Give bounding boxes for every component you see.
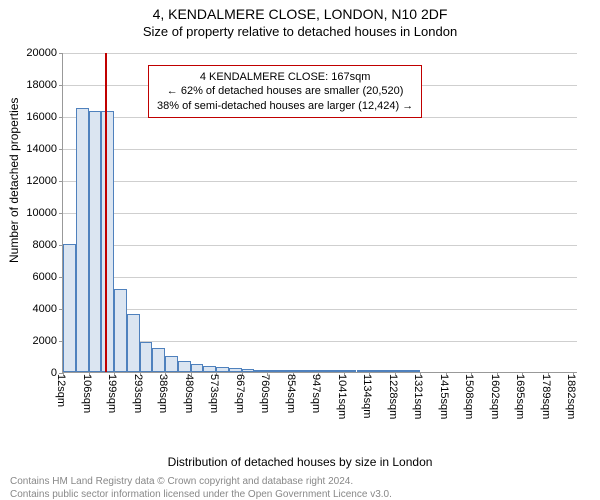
x-tick-label: 573sqm	[208, 374, 220, 413]
x-tick-label: 1041sqm	[336, 374, 348, 419]
y-tick-mark	[59, 181, 63, 182]
histogram-bar	[408, 370, 421, 372]
plot-area: 0200040006000800010000120001400016000180…	[62, 53, 577, 373]
histogram-bar	[216, 367, 229, 372]
footer-line-2: Contains public sector information licen…	[10, 488, 590, 500]
x-tick-label: 106sqm	[81, 374, 93, 413]
gridline	[63, 213, 577, 214]
chart-container: Number of detached properties 0200040006…	[0, 43, 600, 453]
x-tick-label: 1508sqm	[463, 374, 475, 419]
histogram-bar	[254, 370, 267, 372]
x-tick-label: 480sqm	[183, 374, 195, 413]
y-tick-mark	[59, 149, 63, 150]
y-tick-label: 10000	[26, 207, 63, 219]
y-tick-mark	[59, 213, 63, 214]
annotation-line-1: 4 KENDALMERE CLOSE: 167sqm	[157, 70, 413, 84]
histogram-bar	[267, 370, 280, 372]
y-tick-label: 12000	[26, 175, 63, 187]
histogram-bar	[178, 361, 191, 372]
annotation-line-2: ← 62% of detached houses are smaller (20…	[157, 84, 413, 98]
histogram-bar	[242, 369, 255, 372]
histogram-bar	[140, 342, 153, 372]
x-tick-label: 760sqm	[259, 374, 271, 413]
x-tick-label: 199sqm	[106, 374, 118, 413]
page-title: 4, KENDALMERE CLOSE, LONDON, N10 2DF	[0, 6, 600, 22]
x-axis-title: Distribution of detached houses by size …	[0, 455, 600, 469]
y-tick-label: 14000	[26, 143, 63, 155]
histogram-bar	[331, 370, 344, 372]
gridline	[63, 181, 577, 182]
histogram-bar	[305, 370, 318, 372]
histogram-bar	[101, 111, 114, 372]
footer-attribution: Contains HM Land Registry data © Crown c…	[10, 475, 590, 500]
histogram-bar	[395, 370, 408, 372]
histogram-bar	[344, 370, 357, 372]
x-tick-label: 12sqm	[55, 374, 67, 407]
x-tick-label: 1415sqm	[438, 374, 450, 419]
histogram-bar	[229, 368, 242, 372]
x-tick-label: 1695sqm	[514, 374, 526, 419]
page-subtitle: Size of property relative to detached ho…	[0, 24, 600, 39]
histogram-bar	[318, 370, 331, 372]
annotation-line-3: 38% of semi-detached houses are larger (…	[157, 99, 413, 113]
gridline	[63, 309, 577, 310]
x-tick-label: 1134sqm	[361, 374, 373, 418]
x-tick-label: 293sqm	[132, 374, 144, 413]
y-tick-label: 16000	[26, 111, 63, 123]
gridline	[63, 53, 577, 54]
histogram-bar	[369, 370, 382, 372]
x-tick-label: 667sqm	[234, 374, 246, 413]
x-tick-label: 947sqm	[310, 374, 322, 413]
x-tick-label: 1321sqm	[412, 374, 424, 419]
y-tick-label: 20000	[26, 47, 63, 59]
x-tick-label: 1882sqm	[565, 374, 577, 419]
y-tick-mark	[59, 53, 63, 54]
x-tick-label: 854sqm	[285, 374, 297, 413]
histogram-bar	[382, 370, 395, 372]
gridline	[63, 149, 577, 150]
histogram-bar	[76, 108, 89, 372]
histogram-bar	[152, 348, 165, 372]
x-tick-label: 386sqm	[157, 374, 169, 413]
x-tick-label: 1789sqm	[540, 374, 552, 419]
x-tick-label: 1602sqm	[489, 374, 501, 419]
histogram-bar	[203, 366, 216, 372]
histogram-bar	[191, 364, 204, 372]
gridline	[63, 277, 577, 278]
histogram-bar	[165, 356, 178, 372]
histogram-bar	[89, 111, 102, 372]
histogram-bar	[63, 244, 76, 372]
histogram-bar	[357, 370, 370, 372]
gridline	[63, 245, 577, 246]
x-tick-label: 1228sqm	[387, 374, 399, 419]
annotation-box: 4 KENDALMERE CLOSE: 167sqm← 62% of detac…	[148, 65, 422, 118]
histogram-bar	[114, 289, 127, 372]
y-tick-mark	[59, 117, 63, 118]
histogram-bar	[127, 314, 140, 372]
y-tick-mark	[59, 85, 63, 86]
property-marker-line	[105, 53, 107, 372]
histogram-bar	[293, 370, 306, 372]
footer-line-1: Contains HM Land Registry data © Crown c…	[10, 475, 590, 488]
y-axis-title: Number of detached properties	[7, 98, 21, 263]
y-tick-label: 18000	[26, 79, 63, 91]
histogram-bar	[280, 370, 293, 372]
